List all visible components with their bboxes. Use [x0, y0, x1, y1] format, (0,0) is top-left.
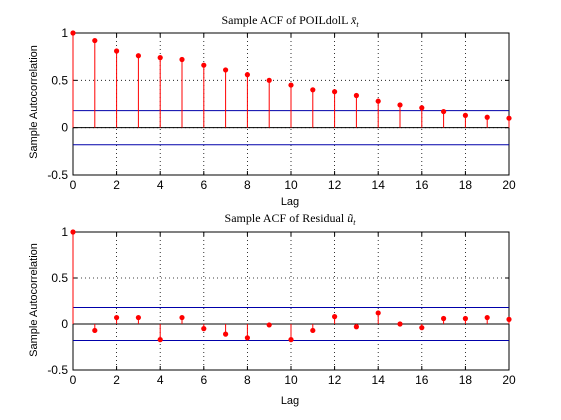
acf-marker-bottom — [70, 229, 76, 235]
x-tick-label-bottom: 0 — [70, 373, 77, 387]
acf-marker-bottom — [353, 324, 359, 330]
acf-marker-bottom — [92, 327, 98, 334]
x-axis-label-top: Lag — [281, 196, 299, 208]
x-tick-label-bottom: 12 — [328, 373, 342, 387]
y-tick-label-bottom: 1 — [61, 225, 68, 239]
acf-marker-bottom — [201, 326, 207, 332]
acf-marker-top — [114, 48, 120, 54]
chart-title-bottom: Sample ACF of Residual ũt — [225, 211, 357, 227]
acf-marker-top — [462, 112, 468, 118]
y-tick-label-top: 0.5 — [51, 73, 68, 87]
x-axis-label-bottom: Lag — [281, 395, 299, 407]
x-tick-label-top: 20 — [502, 178, 516, 192]
acf-marker-top — [375, 98, 381, 104]
x-tick-label-top: 4 — [157, 178, 164, 192]
acf-marker-bottom — [135, 314, 141, 321]
acf-marker-top — [484, 114, 490, 120]
x-tick-label-bottom: 18 — [459, 373, 473, 387]
acf-marker-top — [223, 67, 229, 73]
acf-marker-bottom — [157, 337, 163, 343]
acf-marker-bottom — [375, 310, 381, 316]
y-axis-label-bottom: Sample Autocorrelation — [28, 243, 40, 357]
y-tick-label-bottom: 0 — [61, 317, 68, 331]
chart-title-text-bottom: Sample ACF of Residual — [225, 211, 348, 225]
acf-marker-top — [397, 102, 403, 108]
x-tick-label-bottom: 10 — [284, 373, 298, 387]
chart-title-symbol-top: x̄ — [350, 13, 357, 27]
x-tick-label-bottom: 20 — [502, 373, 516, 387]
chart-title-symbol-bottom: ũ — [347, 211, 353, 225]
acf-marker-top — [266, 77, 272, 83]
x-tick-label-top: 2 — [113, 178, 120, 192]
acf-marker-bottom — [266, 322, 272, 328]
x-tick-label-bottom: 6 — [200, 373, 207, 387]
y-tick-label-top: 1 — [61, 26, 68, 40]
x-tick-label-top: 14 — [372, 178, 386, 192]
x-tick-label-bottom: 4 — [157, 373, 164, 387]
y-axis-label-top: Sample Autocorrelation — [28, 45, 40, 159]
chart-title-sub-top: t — [356, 20, 359, 29]
acf-marker-top — [70, 30, 76, 36]
acf-marker-top — [179, 56, 185, 63]
acf-marker-bottom — [310, 327, 316, 334]
x-tick-label-top: 6 — [200, 178, 207, 192]
acf-marker-top — [419, 105, 425, 111]
chart-title-text-top: Sample ACF of POILdolL — [221, 13, 351, 27]
x-tick-label-top: 8 — [244, 178, 251, 192]
acf-marker-top — [135, 53, 141, 59]
acf-marker-bottom — [244, 335, 250, 341]
acf-panel-bottom: Sample ACF of Residual ũt Sample Autocor… — [28, 211, 516, 407]
chart-title-top: Sample ACF of POILdolL x̄t — [221, 13, 359, 29]
acf-marker-bottom — [419, 325, 425, 331]
acf-marker-top — [353, 92, 359, 99]
acf-marker-bottom — [288, 337, 294, 343]
x-tick-label-bottom: 14 — [372, 373, 386, 387]
x-tick-label-bottom: 8 — [244, 373, 251, 387]
y-tick-label-top: -0.5 — [47, 168, 68, 182]
acf-marker-top — [288, 82, 294, 88]
chart-title-sub-bottom: t — [353, 218, 356, 227]
y-tick-label-bottom: 0.5 — [51, 271, 68, 285]
x-tick-label-top: 16 — [415, 178, 429, 192]
x-tick-label-bottom: 2 — [113, 373, 120, 387]
acf-marker-bottom — [179, 314, 185, 321]
acf-marker-bottom — [484, 314, 490, 321]
x-tick-label-top: 10 — [284, 178, 298, 192]
acf-marker-top — [332, 89, 338, 95]
acf-marker-top — [441, 108, 447, 115]
acf-marker-bottom — [462, 315, 468, 322]
acf-marker-bottom — [441, 315, 447, 322]
y-tick-label-bottom: -0.5 — [47, 363, 68, 377]
x-tick-label-top: 12 — [328, 178, 342, 192]
acf-marker-bottom — [397, 321, 403, 327]
acf-marker-top — [310, 87, 316, 93]
acf-marker-top — [506, 115, 512, 121]
acf-panel-top: Sample ACF of POILdolL x̄t Sample Autoco… — [28, 13, 516, 208]
acf-marker-bottom — [506, 316, 512, 322]
acf-marker-top — [157, 55, 163, 61]
x-tick-label-top: 0 — [70, 178, 77, 192]
acf-marker-bottom — [114, 314, 120, 321]
acf-marker-top — [201, 62, 207, 68]
x-tick-label-top: 18 — [459, 178, 473, 192]
x-tick-label-bottom: 16 — [415, 373, 429, 387]
acf-marker-bottom — [223, 331, 229, 337]
acf-marker-bottom — [332, 314, 338, 320]
acf-marker-top — [244, 72, 250, 78]
acf-marker-top — [92, 37, 98, 44]
y-tick-label-top: 0 — [61, 121, 68, 135]
